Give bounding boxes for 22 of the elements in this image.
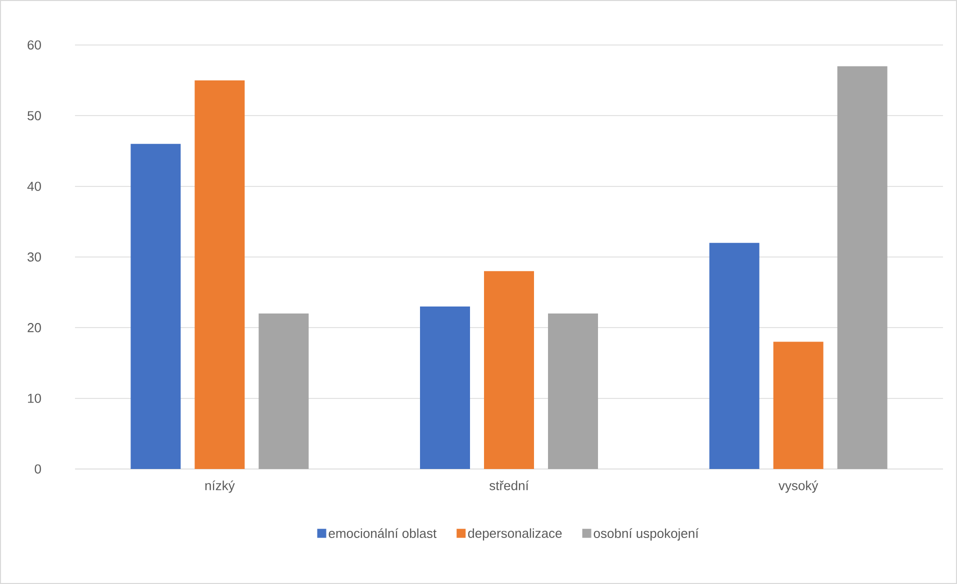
x-tick-label: vysoký — [778, 480, 818, 493]
y-tick-label: 40 — [27, 182, 41, 191]
legend-label: emocionální oblast — [328, 528, 436, 538]
y-tick-label: 60 — [28, 40, 41, 50]
legend-label: osobní uspokojení — [594, 528, 699, 541]
bar — [484, 271, 534, 469]
bar — [548, 314, 598, 469]
bar — [258, 314, 309, 469]
y-tick-label: 50 — [28, 111, 41, 120]
x-tick-label: nízký — [205, 480, 235, 493]
y-tick-label: 10 — [28, 394, 41, 403]
bar — [709, 242, 760, 469]
y-tick-label: 20 — [28, 323, 41, 332]
bar — [194, 80, 245, 469]
bar — [420, 306, 470, 469]
legend-label: depersonalizace — [468, 528, 562, 540]
bar — [837, 66, 888, 469]
y-tick-label: 30 — [28, 252, 41, 262]
x-tick-label: střední — [489, 480, 529, 490]
bar — [773, 342, 824, 469]
y-tick-label: 0 — [34, 464, 41, 474]
bar — [130, 144, 181, 469]
